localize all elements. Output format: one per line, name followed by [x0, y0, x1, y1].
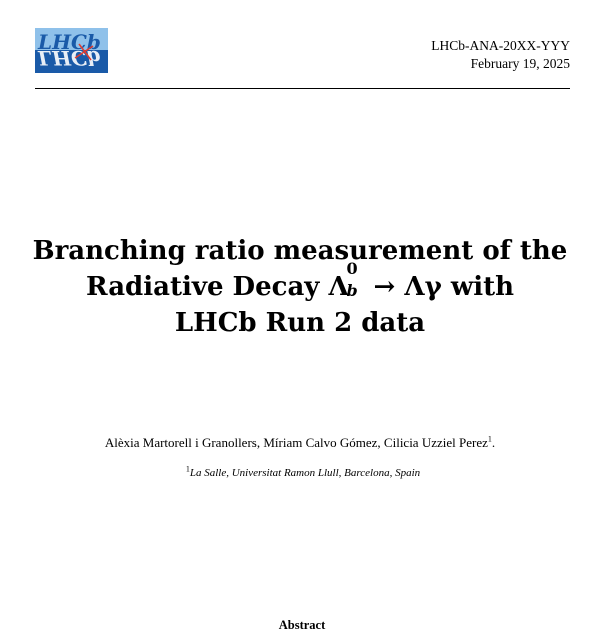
lambda-superscript: 0	[346, 259, 358, 278]
lhcb-logo: LHCb LHCb	[35, 28, 108, 73]
affiliation-mark: 1	[185, 464, 190, 474]
title-line-1: Branching ratio measurement of the	[32, 236, 568, 266]
author-affiliation-mark: 1	[487, 434, 492, 444]
lambda-gamma-symbol: Λγ	[404, 272, 442, 302]
author-names: Alèxia Martorell i Granollers, Míriam Ca…	[104, 435, 488, 450]
lambda-symbol: Λ	[328, 272, 349, 302]
header-rule	[35, 88, 570, 89]
lhcb-logo-graphic: LHCb LHCb	[35, 28, 108, 73]
svg-text:LHCb: LHCb	[37, 30, 101, 54]
document-header-info: LHCb-ANA-20XX-YYY February 19, 2025	[431, 37, 570, 73]
author-list: Alèxia Martorell i Granollers, Míriam Ca…	[0, 434, 591, 452]
decay-arrow: →	[373, 272, 396, 302]
title-line-2-prefix: Radiative Decay	[86, 272, 320, 302]
document-number: LHCb-ANA-20XX-YYY	[431, 38, 570, 53]
document-date: February 19, 2025	[470, 56, 570, 71]
title-line-3: LHCb Run 2 data	[174, 308, 426, 338]
affiliation-text: La Salle, Universitat Ramon Llull, Barce…	[189, 467, 421, 479]
author-list-end: .	[491, 435, 496, 450]
title-line-2-suffix: with	[450, 272, 514, 302]
affiliation: 1La Salle, Universitat Ramon Llull, Barc…	[0, 464, 591, 480]
lambda-subscript: b	[346, 281, 358, 300]
abstract-heading: Abstract	[278, 618, 326, 632]
document-title: Branching ratio measurement of the Radia…	[0, 233, 591, 341]
svg-text:LHCb: LHCb	[37, 46, 101, 70]
